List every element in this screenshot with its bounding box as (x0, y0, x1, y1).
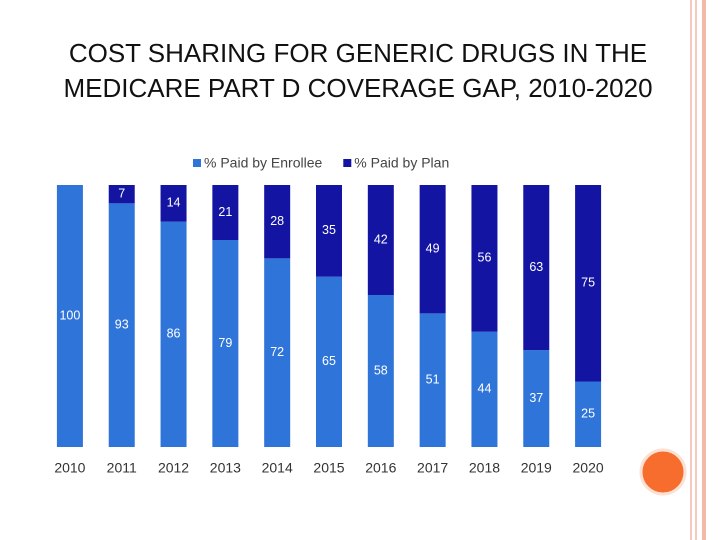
data-label: 49 (426, 241, 440, 255)
data-label: 51 (426, 372, 440, 386)
data-label: 100 (59, 308, 80, 322)
legend-swatch (193, 159, 201, 167)
data-label: 35 (322, 223, 336, 237)
data-label: 58 (374, 363, 388, 377)
bar-segment (108, 203, 135, 447)
data-label: 21 (218, 205, 232, 219)
bar-segment (367, 185, 394, 296)
x-tick-label: 2019 (521, 460, 552, 476)
data-label: 7 (118, 186, 125, 200)
bar-segment (471, 331, 498, 447)
data-label: 79 (218, 336, 232, 350)
data-label: 14 (167, 196, 181, 210)
x-tick-label: 2011 (107, 460, 137, 476)
bar-segment (56, 185, 83, 447)
data-label: 25 (581, 407, 595, 421)
x-tick-label: 2020 (573, 460, 604, 476)
x-tick-label: 2012 (158, 460, 189, 476)
bar-segment (471, 185, 498, 332)
bar-segment (367, 295, 394, 447)
data-label: 86 (167, 327, 181, 341)
legend-label: % Paid by Plan (354, 155, 449, 171)
x-tick-label: 2017 (417, 460, 448, 476)
bar-segment (575, 185, 602, 382)
bar-segment (419, 185, 446, 314)
bar-segment (316, 185, 342, 277)
x-tick-label: 2016 (365, 460, 396, 476)
bar-segment (212, 185, 239, 241)
bar-segment (108, 185, 135, 204)
bar-segment (264, 258, 291, 447)
title-line: MEDICARE PART D COVERAGE GAP, 2010-2020 (63, 73, 652, 103)
x-tick-label: 2018 (469, 460, 500, 476)
legend-label: % Paid by Enrollee (204, 155, 323, 171)
data-label: 28 (270, 214, 284, 228)
bar-segment (160, 221, 187, 447)
bar-segment (523, 350, 550, 447)
bar-segment (316, 276, 342, 447)
bar-segment (264, 185, 291, 259)
bar-segment (212, 240, 239, 447)
data-label: 65 (322, 354, 336, 368)
data-label: 72 (270, 345, 284, 359)
data-label: 44 (478, 382, 492, 396)
bar-segment (575, 381, 602, 447)
data-label: 56 (478, 251, 492, 265)
x-tick-label: 2014 (262, 460, 293, 476)
title-line: COST SHARING FOR GENERIC DRUGS IN THE (69, 38, 647, 68)
bar-segment (160, 185, 187, 222)
decor-circle (639, 448, 687, 496)
x-tick-label: 2010 (54, 460, 85, 476)
data-label: 37 (529, 391, 543, 405)
data-label: 42 (374, 232, 388, 246)
data-label: 63 (529, 260, 543, 274)
bar-segment (419, 313, 446, 447)
data-label: 93 (115, 317, 129, 331)
data-label: 75 (581, 276, 595, 290)
bar-segment (523, 185, 550, 351)
x-tick-label: 2015 (313, 460, 344, 476)
chart: 2010 100 2011 93 7 2012 86 14 2013 79 21 2014 72 28 20… (54, 155, 604, 476)
legend-swatch (343, 159, 352, 167)
x-tick-label: 2013 (210, 460, 241, 476)
chart-title: COST SHARING FOR GENERIC DRUGS IN THE MED… (63, 38, 652, 103)
